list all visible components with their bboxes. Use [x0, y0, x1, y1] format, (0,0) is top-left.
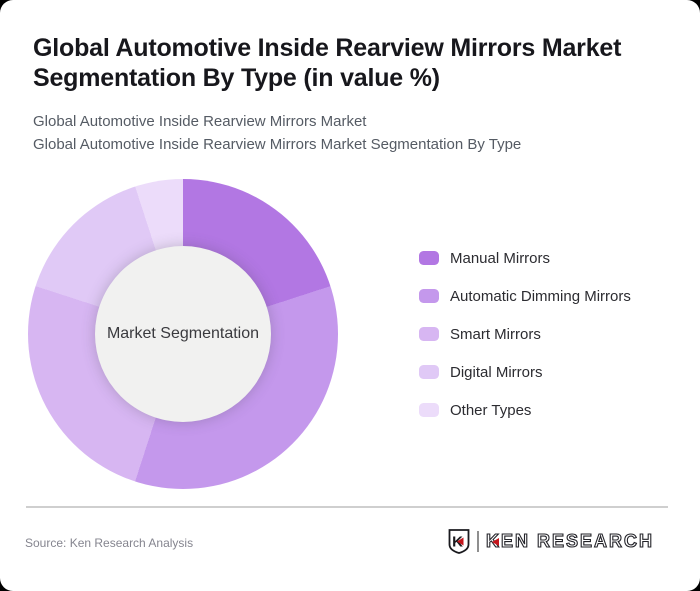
ken-research-shield-icon: K	[448, 529, 470, 554]
legend-item-smart-mirrors: Smart Mirrors	[419, 324, 631, 344]
logo-divider	[477, 531, 479, 552]
legend-item-other-types: Other Types	[419, 400, 631, 420]
legend-swatch	[419, 289, 439, 303]
logo-wordmark: KEN RESEARCH	[485, 530, 655, 551]
wordmark-red-triangle-icon	[492, 537, 499, 546]
legend-label: Automatic Dimming Mirrors	[450, 287, 631, 305]
page-title: Global Automotive Inside Rearview Mirror…	[33, 34, 622, 92]
legend-label: Digital Mirrors	[450, 363, 543, 381]
legend-label: Smart Mirrors	[450, 325, 541, 343]
shield-monogram: K	[452, 534, 463, 551]
legend-swatch	[419, 251, 439, 265]
legend-swatch	[419, 327, 439, 341]
donut-center: Market Segmentation	[95, 246, 271, 422]
legend-label: Manual Mirrors	[450, 249, 551, 267]
chart-subtitle: Global Automotive Inside Rearview Mirror…	[33, 110, 521, 156]
chart-legend: Manual Mirrors Automatic Dimming Mirrors…	[419, 248, 631, 420]
source-note: Source: Ken Research Analysis	[25, 536, 194, 550]
donut-chart: Market Segmentation	[28, 179, 338, 489]
donut-center-label: Market Segmentation	[106, 325, 260, 342]
legend-item-automatic-dimming-mirrors: Automatic Dimming Mirrors	[419, 286, 631, 306]
ken-research-logo: K KEN RESEARCH	[448, 529, 654, 554]
legend-swatch	[419, 403, 439, 417]
legend-label: Other Types	[450, 401, 532, 419]
legend-item-manual-mirrors: Manual Mirrors	[419, 248, 631, 268]
legend-item-digital-mirrors: Digital Mirrors	[419, 362, 631, 382]
subtitle-line-2: Global Automotive Inside Rearview Mirror…	[33, 136, 522, 153]
legend-swatch	[419, 365, 439, 379]
subtitle-line-1: Global Automotive Inside Rearview Mirror…	[33, 113, 367, 130]
shield-red-triangle-icon	[457, 537, 464, 546]
footer-divider	[26, 506, 668, 508]
